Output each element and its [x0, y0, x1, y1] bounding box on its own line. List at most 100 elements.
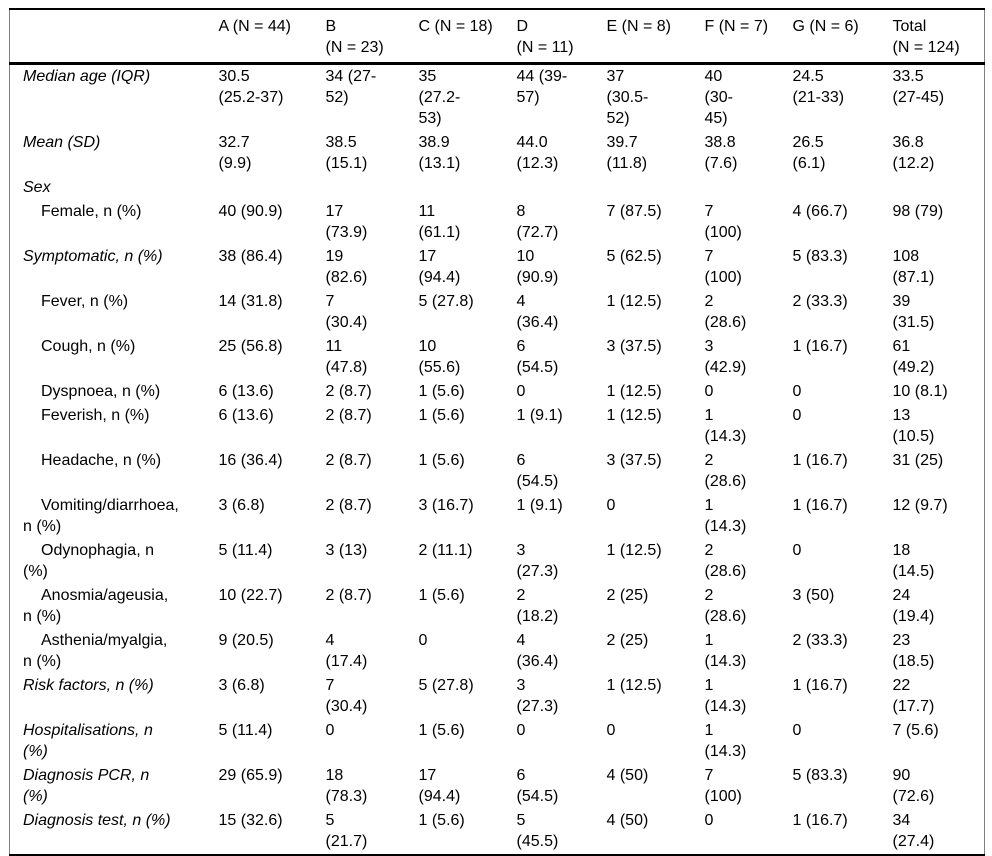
table-cell: 26.5 (6.1)	[792, 134, 826, 172]
table-cell: 3 (6.8)	[218, 497, 265, 514]
table-cell: 12 (9.7)	[892, 497, 948, 514]
row-label: Diagnosis PCR, n (%)	[23, 767, 150, 805]
row-label: Symptomatic, n (%)	[23, 248, 163, 265]
table-cell: 61 (49.2)	[892, 338, 935, 376]
table-row: Cough, n (%) 25 (56.8) 11 (47.8) 10 (55.6) 6…	[10, 335, 985, 380]
row-label: Female, n (%)	[41, 203, 142, 220]
table-cell: 0	[792, 383, 802, 400]
table-cell: 3 (42.9)	[704, 338, 747, 376]
table-row: Sex	[10, 176, 985, 200]
row-label: Dyspnoea, n (%)	[41, 383, 161, 400]
table-cell: 18 (78.3)	[325, 767, 368, 805]
table-cell: 11 (47.8)	[325, 338, 368, 376]
header-row: A (N = 44) B (N = 23) C (N = 18) D (N = 11)…	[9, 9, 985, 65]
table-row: Symptomatic, n (%) 38 (86.4) 19 (82.6) 17 (…	[10, 245, 985, 290]
table-cell: 1 (12.5)	[606, 542, 662, 559]
table-cell: 7 (5.6)	[892, 722, 939, 739]
table-cell: 4 (36.4)	[516, 632, 559, 670]
table-row: Odynophagia, n (%) 5 (11.4) 3 (13) 2 (11.1)…	[10, 539, 985, 584]
table-cell	[886, 176, 985, 200]
table-cell: 38.8 (7.6)	[704, 134, 738, 172]
table-cell	[412, 176, 510, 200]
table-cell: 34 (27- 52)	[325, 68, 377, 106]
table-cell: 2 (28.6)	[704, 587, 747, 625]
table-cell: 44.0 (12.3)	[516, 134, 559, 172]
table-cell	[319, 176, 412, 200]
table-cell: 1 (5.6)	[418, 452, 465, 469]
column-header: C (N = 18)	[411, 9, 510, 65]
table-cell: 13 (10.5)	[892, 407, 935, 445]
table-cell: 1 (14.3)	[704, 677, 747, 715]
table-cell: 40 (90.9)	[218, 203, 283, 220]
table-cell: 24.5 (21-33)	[792, 68, 845, 106]
table-cell: 0	[704, 812, 714, 829]
table-cell: 1 (14.3)	[704, 497, 747, 535]
table-cell: 2 (8.7)	[325, 497, 372, 514]
row-label: Cough, n (%)	[41, 338, 136, 355]
table-cell: 10 (8.1)	[892, 383, 948, 400]
table-cell: 3 (16.7)	[418, 497, 474, 514]
table-cell: 35 (27.2- 53)	[418, 68, 461, 127]
table-row: Fever, n (%) 14 (31.8) 7 (30.4) 5 (27.8) 4 (…	[10, 290, 985, 335]
row-label: Diagnosis test, n (%)	[23, 812, 171, 829]
row-label: Odynophagia, n (%)	[23, 542, 154, 580]
table-cell: 4 (36.4)	[516, 293, 559, 331]
table-row: Mean (SD) 32.7 (9.9) 38.5 (15.1) 38.9 (13.1…	[10, 131, 985, 176]
table-cell: 7 (87.5)	[606, 203, 662, 220]
table-cell: 2 (8.7)	[325, 407, 372, 424]
table-cell: 19 (82.6)	[325, 248, 368, 286]
column-header: E (N = 8)	[599, 9, 698, 65]
table-row: Anosmia/ageusia, n (%) 10 (22.7) 2 (8.7) 1 …	[10, 584, 985, 629]
table-cell: 5 (83.3)	[792, 767, 848, 784]
table-cell: 98 (79)	[892, 203, 944, 220]
table-cell: 1 (5.6)	[418, 587, 465, 604]
table-cell: 2 (11.1)	[418, 542, 473, 559]
table-cell: 3 (27.3)	[516, 677, 559, 715]
row-label: Mean (SD)	[23, 134, 101, 151]
document-page: A (N = 44) B (N = 23) C (N = 18) D (N = 11)…	[9, 8, 992, 856]
table-cell: 29 (65.9)	[218, 767, 283, 784]
table-cell: 0	[606, 722, 616, 739]
table-cell: 1 (16.7)	[792, 812, 848, 829]
table-cell: 5 (11.4)	[218, 722, 273, 739]
table-cell: 5 (83.3)	[792, 248, 848, 265]
table-cell: 0	[516, 383, 526, 400]
table-cell: 0	[792, 407, 802, 424]
table-cell: 38 (86.4)	[218, 248, 283, 265]
table-cell: 2 (18.2)	[516, 587, 559, 625]
table-cell: 31 (25)	[892, 452, 944, 469]
table-cell: 17 (94.4)	[418, 248, 461, 286]
table-cell: 1 (5.6)	[418, 407, 465, 424]
row-label: Anosmia/ageusia, n (%)	[23, 587, 169, 625]
table-cell: 17 (94.4)	[418, 767, 461, 805]
table-cell	[786, 176, 886, 200]
table-row: Median age (IQR) 30.5 (25.2-37) 34 (27- 52…	[10, 64, 985, 132]
column-header: Total (N = 124)	[885, 9, 985, 65]
table-cell: 1 (14.3)	[704, 722, 747, 760]
column-header: B (N = 23)	[318, 9, 412, 65]
table-row: Dyspnoea, n (%) 6 (13.6) 2 (8.7) 1 (5.6) 0 1 …	[10, 380, 985, 404]
table-cell: 2 (33.3)	[792, 293, 848, 310]
table-cell: 2 (8.7)	[325, 587, 372, 604]
table-cell: 30.5 (25.2-37)	[218, 68, 284, 106]
table-cell: 14 (31.8)	[218, 293, 283, 310]
table-cell: 44 (39- 57)	[516, 68, 568, 106]
table-cell: 1 (5.6)	[418, 812, 465, 829]
table-row: Asthenia/myalgia, n (%) 9 (20.5) 4 (17.4) 0…	[10, 629, 985, 674]
table-cell: 90 (72.6)	[892, 767, 935, 805]
table-cell: 1 (14.3)	[704, 632, 747, 670]
table-cell: 8 (72.7)	[516, 203, 559, 241]
table-cell: 4 (17.4)	[325, 632, 368, 670]
table-cell: 17 (73.9)	[325, 203, 368, 241]
row-label: Median age (IQR)	[23, 68, 151, 85]
table-body: Median age (IQR) 30.5 (25.2-37) 34 (27- 52…	[10, 64, 985, 856]
table-cell: 18 (14.5)	[892, 542, 935, 580]
table-header: A (N = 44) B (N = 23) C (N = 18) D (N = 11)…	[9, 9, 985, 65]
table-cell: 0	[704, 383, 714, 400]
row-label: Vomiting/diarrhoea, n (%)	[23, 497, 179, 535]
table-cell: 3 (50)	[792, 587, 835, 604]
table-cell: 37 (30.5- 52)	[606, 68, 649, 127]
table-cell: 34 (27.4)	[892, 812, 935, 850]
table-cell: 1 (14.3)	[704, 407, 747, 445]
table-cell: 15 (32.6)	[218, 812, 283, 829]
